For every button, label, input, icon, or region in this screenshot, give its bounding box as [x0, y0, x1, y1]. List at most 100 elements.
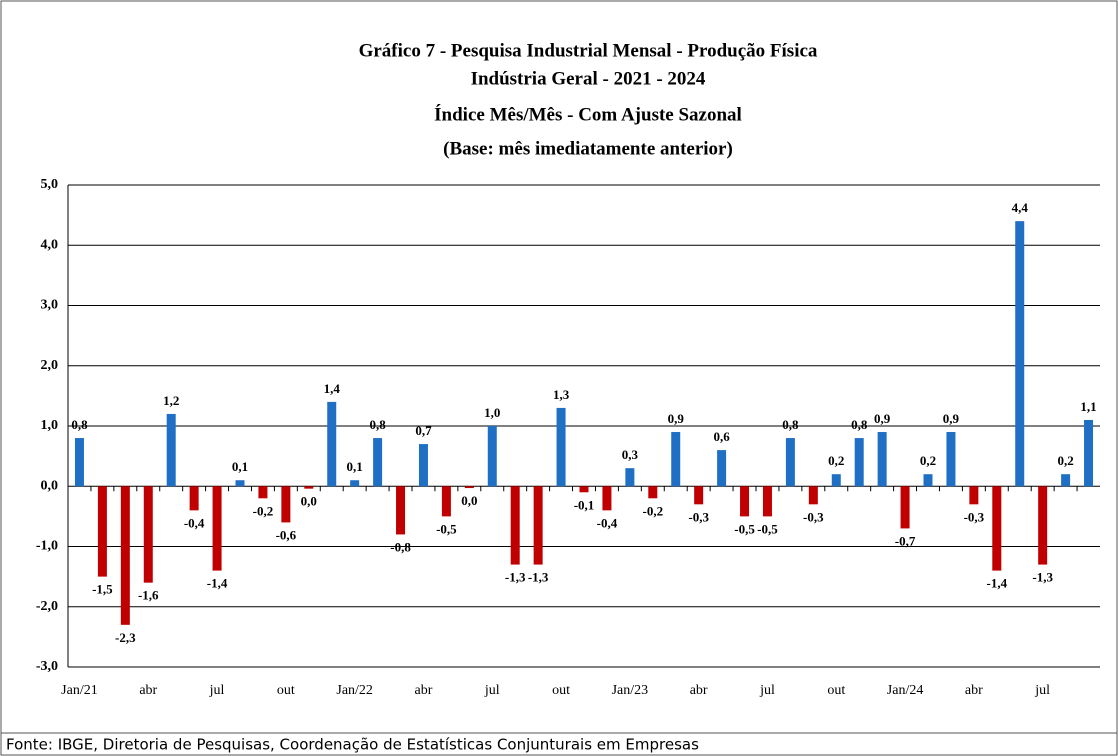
x-tick-label: Jan/23 [612, 683, 649, 698]
bar [831, 474, 841, 487]
bar [487, 426, 497, 487]
data-label: 4,4 [1012, 200, 1029, 215]
x-tick-label: jul [209, 683, 225, 698]
bar [258, 486, 268, 499]
bar [969, 486, 979, 505]
data-label: -2,3 [115, 630, 136, 645]
bar [189, 486, 199, 511]
data-label: 0,3 [622, 447, 639, 462]
data-label: 0,1 [232, 459, 248, 474]
y-tick-label: -1,0 [36, 539, 58, 554]
y-tick-label: 4,0 [41, 237, 59, 252]
y-tick-label: 1,0 [41, 418, 59, 433]
bar [510, 486, 520, 565]
data-label: -0,2 [643, 503, 664, 518]
data-label: -0,4 [597, 515, 618, 530]
bar [97, 486, 107, 577]
bar [625, 468, 635, 487]
bar [235, 480, 245, 487]
bar [877, 432, 887, 487]
chart-subtitle: Indústria Geral - 2021 - 2024 [471, 68, 706, 89]
y-tick-label: -3,0 [36, 659, 58, 674]
y-tick-label: 0,0 [41, 478, 59, 493]
bar [464, 486, 474, 489]
x-tick-label: Jan/21 [61, 683, 98, 698]
bar [143, 486, 153, 583]
y-tick-label: 3,0 [41, 298, 59, 313]
data-label: -0,3 [803, 509, 824, 524]
bar [648, 486, 658, 499]
data-label: 0,7 [415, 423, 432, 438]
bar [579, 486, 589, 493]
data-label: -1,3 [528, 570, 549, 585]
bar [1015, 221, 1025, 487]
data-label: -0,1 [574, 497, 595, 512]
x-tick-label: out [827, 683, 845, 698]
x-tick-label: out [552, 683, 570, 698]
bar [327, 401, 337, 487]
bar [785, 438, 795, 487]
bar [533, 486, 543, 565]
bar [396, 486, 406, 535]
data-label: 0,2 [828, 453, 844, 468]
bar [120, 486, 130, 625]
bar [1084, 419, 1094, 487]
data-label: -0,6 [276, 527, 297, 542]
data-label: -1,4 [207, 576, 228, 591]
data-label: 0,2 [920, 453, 936, 468]
x-tick-label: jul [484, 683, 500, 698]
data-label: -1,4 [987, 576, 1008, 591]
bar [694, 486, 704, 505]
bar [854, 438, 864, 487]
bar [373, 438, 383, 487]
bar [923, 474, 933, 487]
bar [602, 486, 612, 511]
bar [1061, 474, 1071, 487]
y-tick-label: 5,0 [41, 177, 59, 192]
x-tick-label: Jan/22 [336, 683, 373, 698]
bar [992, 486, 1002, 571]
data-label: 0,6 [713, 429, 730, 444]
chart-title: Gráfico 7 - Pesquisa Industrial Mensal -… [359, 40, 818, 61]
data-label: 0,1 [347, 459, 363, 474]
data-label: 1,4 [324, 381, 341, 396]
bar [304, 486, 314, 489]
data-label: -1,3 [505, 570, 526, 585]
bar [1038, 486, 1048, 565]
data-label: -0,5 [734, 521, 755, 536]
bar [212, 486, 222, 571]
bar [946, 432, 956, 487]
x-tick-label: Jan/24 [887, 683, 924, 698]
bar [900, 486, 910, 529]
data-label: -0,4 [184, 515, 205, 530]
x-tick-label: out [277, 683, 295, 698]
bar [418, 444, 428, 487]
bar [808, 486, 818, 505]
data-label: 1,3 [553, 387, 570, 402]
chart-subtitle: (Base: mês imediatamente anterior) [443, 138, 733, 159]
data-label: -0,5 [436, 521, 457, 536]
bar [166, 413, 176, 487]
x-tick-label: abr [139, 683, 157, 698]
data-label: 0,0 [301, 494, 317, 509]
data-label: 0,9 [943, 411, 960, 426]
data-label: 0,9 [874, 411, 891, 426]
data-label: -0,5 [757, 521, 778, 536]
chart-subtitle: Índice Mês/Mês - Com Ajuste Sazonal [434, 103, 742, 125]
data-label: 0,8 [369, 417, 386, 432]
data-label: 0,9 [668, 411, 685, 426]
data-label: -1,5 [92, 582, 113, 597]
y-tick-label: 2,0 [41, 358, 59, 373]
bar [762, 486, 772, 517]
x-tick-label: jul [1034, 683, 1050, 698]
data-label: -0,3 [964, 509, 985, 524]
bar [556, 407, 566, 487]
x-tick-label: jul [759, 683, 775, 698]
data-label: -1,3 [1032, 570, 1053, 585]
data-label: 0,8 [782, 417, 799, 432]
bar [74, 438, 84, 487]
x-tick-label: abr [415, 683, 433, 698]
data-label: 0,0 [461, 493, 477, 508]
